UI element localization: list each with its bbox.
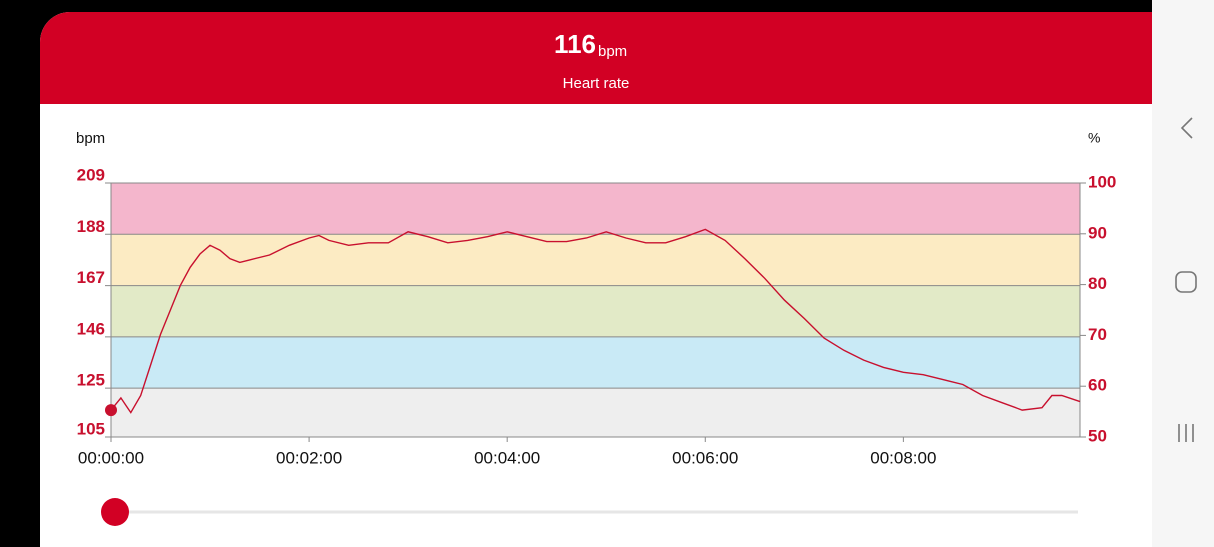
y2-tick-label: 100 bbox=[1088, 172, 1116, 191]
x-tick-label: 00:08:00 bbox=[870, 448, 936, 467]
slider-thumb[interactable] bbox=[101, 498, 129, 526]
header-unit: bpm bbox=[598, 43, 627, 60]
y-tick-label: 125 bbox=[77, 371, 105, 390]
x-tick-label: 00:02:00 bbox=[276, 448, 342, 467]
zone-band bbox=[111, 336, 1080, 389]
y-tick-label: 167 bbox=[77, 268, 105, 287]
selected-point bbox=[105, 404, 117, 417]
zone-band bbox=[111, 183, 1080, 235]
y2-tick-label: 80 bbox=[1088, 274, 1107, 293]
heart-rate-line bbox=[110, 228, 1081, 414]
y2-tick-label: 90 bbox=[1088, 223, 1107, 242]
zone-band bbox=[111, 388, 1080, 437]
back-button[interactable] bbox=[1180, 117, 1193, 139]
x-tick-label: 00:06:00 bbox=[672, 448, 738, 467]
y2-axis-label: % bbox=[1088, 130, 1100, 146]
x-tick-label: 00:00:00 bbox=[78, 448, 144, 467]
recents-button[interactable] bbox=[1178, 424, 1194, 442]
zone-band bbox=[111, 285, 1080, 337]
header-value: 116 bbox=[554, 29, 596, 59]
nav-bar bbox=[1152, 0, 1214, 547]
y-tick-label: 146 bbox=[77, 319, 105, 338]
plot: 105 125 146 167 188 209 50 60 70 80 90 100 00:00:00 0… bbox=[77, 165, 1117, 467]
y2-tick-label: 60 bbox=[1088, 376, 1107, 395]
home-button[interactable] bbox=[1175, 271, 1197, 293]
y-tick-label: 105 bbox=[77, 419, 105, 438]
zone-band bbox=[111, 234, 1080, 286]
x-tick-label: 00:04:00 bbox=[474, 448, 540, 467]
y-tick-label: 188 bbox=[77, 217, 105, 236]
y-tick-label: 209 bbox=[77, 165, 105, 184]
y2-tick-label: 50 bbox=[1088, 426, 1107, 445]
y2-tick-label: 70 bbox=[1088, 325, 1107, 344]
header-label: Heart rate bbox=[563, 75, 630, 92]
y-axis-label: bpm bbox=[76, 130, 105, 147]
header bbox=[40, 12, 1152, 104]
